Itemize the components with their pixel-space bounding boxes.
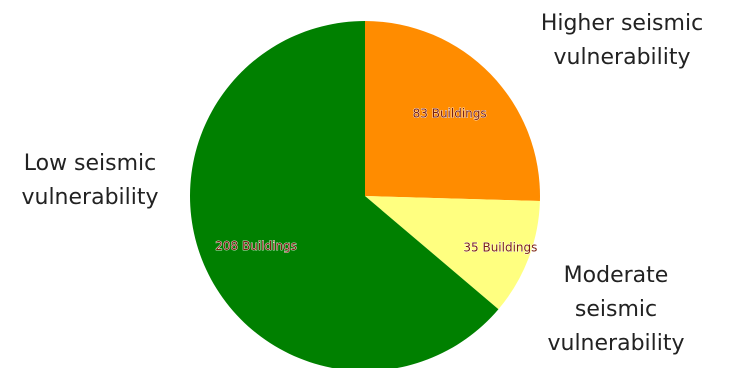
pie-slice-2 — [190, 21, 499, 368]
category-label-line: Low seismic — [24, 151, 157, 176]
pie-slice-0 — [365, 21, 540, 202]
slice-value-label: 208 Buildings — [215, 239, 297, 253]
category-label-line: Moderate — [564, 263, 669, 288]
category-label-line: vulnerability — [21, 185, 158, 210]
category-label: Low seismic vulnerability — [21, 151, 158, 210]
category-label-line: Higher seismic — [541, 11, 703, 36]
slice-value-label: 35 Buildings — [463, 240, 537, 254]
category-label-line: vulnerability — [547, 331, 684, 356]
pie-slice-1 — [365, 196, 540, 310]
category-label-line: vulnerability — [553, 45, 690, 70]
category-label: Moderate seismic vulnerability — [547, 263, 684, 356]
category-label: Higher seismic vulnerability — [541, 11, 703, 70]
pie-slices — [190, 21, 540, 368]
slice-value-labels: 83 Buildings 35 Buildings 208 Buildings — [215, 106, 538, 255]
slice-value-label: 83 Buildings — [413, 106, 487, 120]
category-label-line: seismic — [575, 297, 657, 322]
category-labels: Higher seismic vulnerability Moderate seism… — [21, 11, 703, 356]
